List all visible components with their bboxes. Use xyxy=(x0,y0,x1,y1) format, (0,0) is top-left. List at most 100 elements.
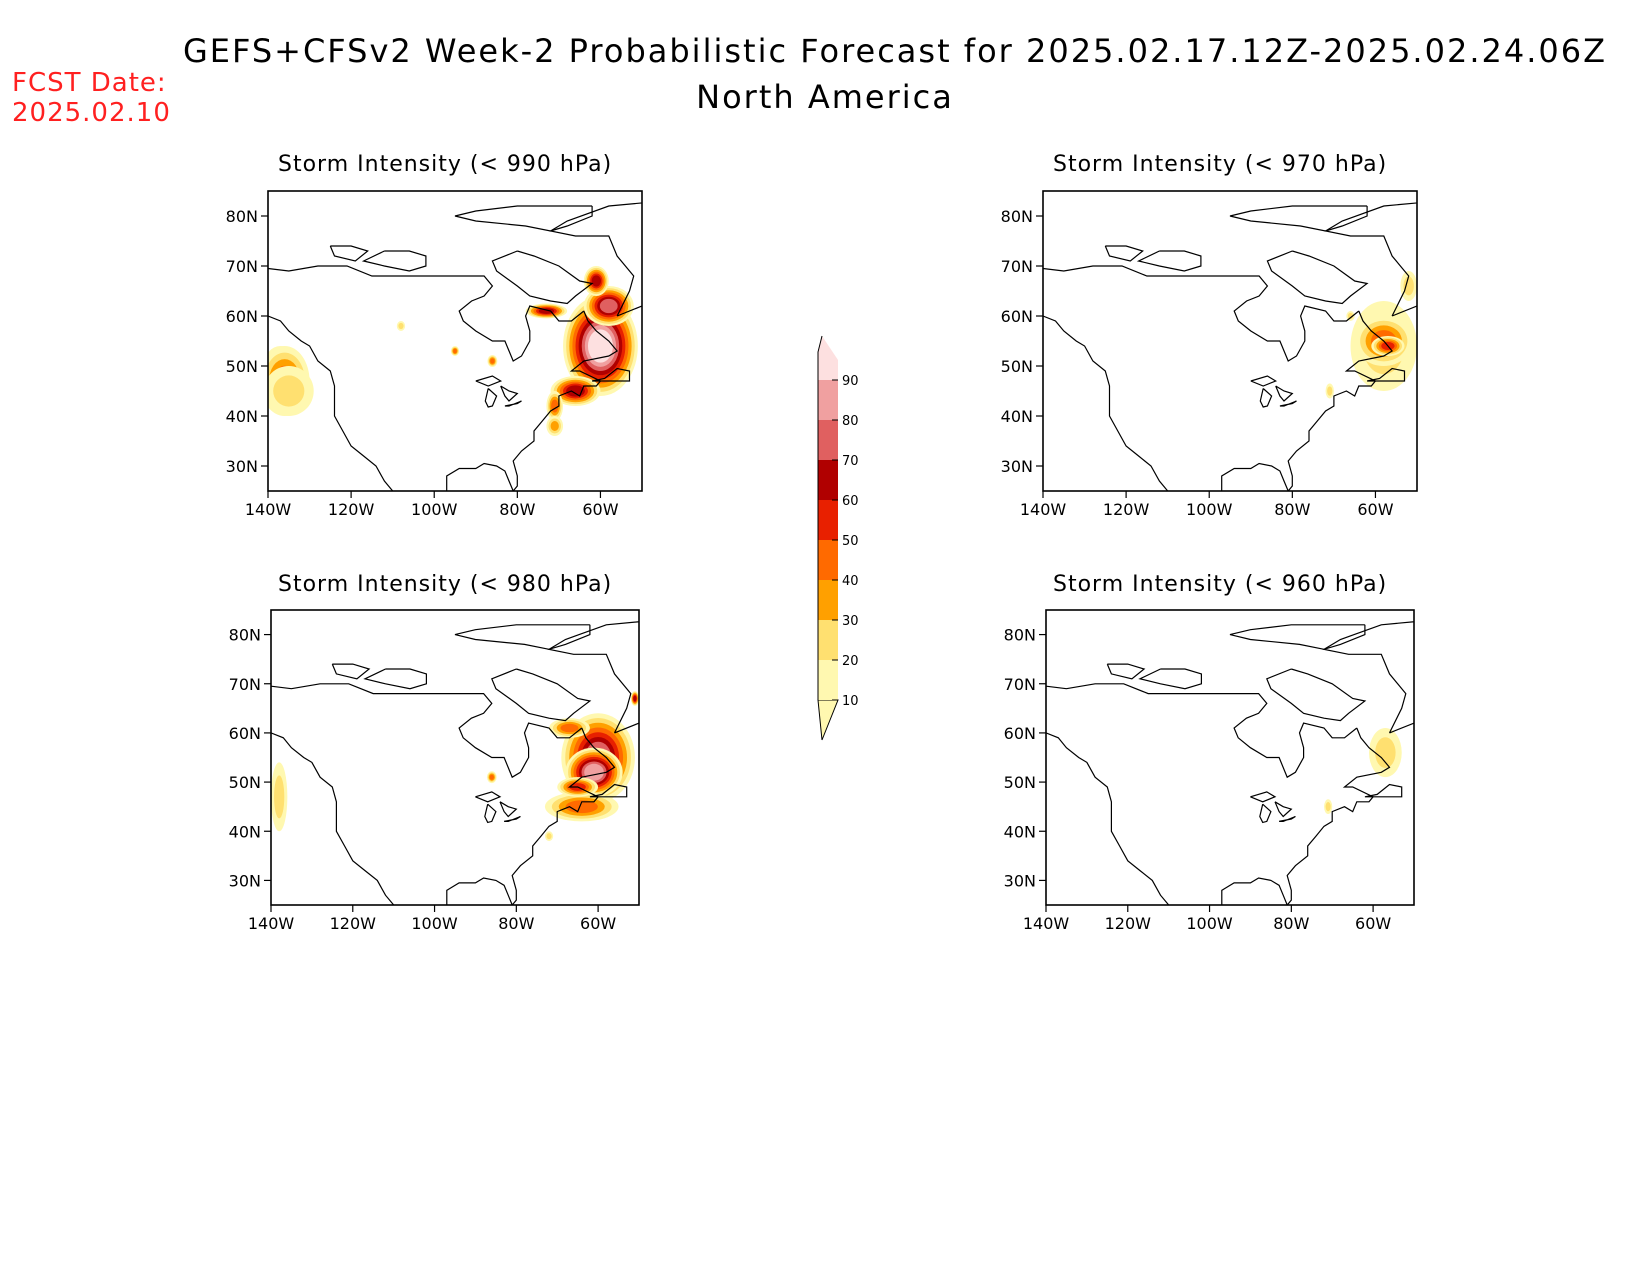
colorbar-tick-label: 10 xyxy=(842,694,859,709)
lat-tick-label: 60N xyxy=(1004,724,1036,743)
lat-tick-label: 30N xyxy=(1001,457,1033,476)
colorbar-tick-label: 80 xyxy=(842,414,859,429)
coastline-7 xyxy=(547,621,639,734)
colorbar-segment xyxy=(818,420,838,460)
coastline-5 xyxy=(363,668,427,690)
probability-area-5-level-5 xyxy=(591,275,601,287)
map-panel-970: 30N 40N 50N 60N 70N 80N 140W 120W 100W 80W 60W xyxy=(1001,190,1418,519)
coastline-1 xyxy=(1221,727,1391,905)
colorbar-tick-label: 20 xyxy=(842,654,859,669)
lat-tick-label: 40N xyxy=(229,822,261,841)
lat-tick-label: 50N xyxy=(229,773,261,792)
coastline-1 xyxy=(446,727,616,905)
coastline-12 xyxy=(591,367,631,382)
probability-area-2-level-1 xyxy=(273,375,305,407)
coastline-4 xyxy=(1266,250,1369,305)
coastline-2 xyxy=(1046,683,1358,779)
colorbar-tick-label: 60 xyxy=(842,494,859,509)
lat-tick-label: 70N xyxy=(229,675,261,694)
lon-tick-label: 60W xyxy=(580,914,616,933)
coastline-8 xyxy=(475,791,502,803)
lat-tick-label: 40N xyxy=(1004,822,1036,841)
colorbar-tick-label: 50 xyxy=(842,534,859,549)
map-panel-990: 30N 40N 50N 60N 70N 80N 140W 120W 100W 80W 60W xyxy=(226,190,643,519)
lat-tick-label: 70N xyxy=(1004,675,1036,694)
colorbar-segment xyxy=(818,660,838,700)
coastline-2 xyxy=(268,265,585,362)
coastline-9 xyxy=(1259,388,1273,408)
probability-area-4-level-6 xyxy=(599,298,618,314)
probability-area-1-level-1 xyxy=(1325,802,1331,812)
coastline-6 xyxy=(1106,663,1146,680)
lon-tick-label: 60W xyxy=(582,500,618,519)
coastline-7 xyxy=(548,202,642,317)
lon-tick-label: 80W xyxy=(499,500,535,519)
fcst-date-value: 2025.02.10 xyxy=(12,98,171,128)
lat-tick-label: 80N xyxy=(229,626,261,645)
coastline-12 xyxy=(1366,367,1406,382)
probability-area-0-level-1 xyxy=(274,775,285,819)
coastline-8 xyxy=(1250,791,1277,803)
coastline-6 xyxy=(329,245,369,262)
probability-colorbar: 10 20 30 40 50 60 70 80 90 xyxy=(817,335,859,741)
coastline-3 xyxy=(1229,624,1366,650)
colorbar-tick-label: 90 xyxy=(842,374,859,389)
lat-tick-label: 60N xyxy=(229,724,261,743)
region-subtitle: North America xyxy=(696,78,954,116)
coastline-7 xyxy=(1322,621,1414,734)
map-layers xyxy=(271,621,639,905)
probability-area-12-level-3 xyxy=(490,358,495,364)
colorbar-tick-label: 30 xyxy=(842,614,859,629)
coastline-2 xyxy=(271,683,583,779)
probability-area-2-level-7 xyxy=(584,763,604,781)
probability-area-3-level-3 xyxy=(560,723,579,733)
coastline-6 xyxy=(1104,245,1144,262)
lat-tick-label: 80N xyxy=(1001,207,1033,226)
lon-tick-label: 100W xyxy=(411,914,458,933)
colorbar-segment xyxy=(818,500,838,540)
map-frame xyxy=(270,609,640,906)
main-title: GEFS+CFSv2 Week-2 Probabilistic Forecast… xyxy=(182,32,1608,70)
fcst-date-caption: FCST Date: xyxy=(12,68,167,98)
coastline-11 xyxy=(504,400,522,407)
lat-tick-label: 40N xyxy=(226,407,258,426)
colorbar-segment xyxy=(818,336,838,380)
lon-tick-label: 120W xyxy=(328,500,375,519)
probability-area-3-level-1 xyxy=(1403,276,1414,296)
coastline-5 xyxy=(361,250,427,272)
colorbar-edge xyxy=(817,335,823,380)
coastline-12 xyxy=(1364,783,1403,798)
lat-tick-label: 50N xyxy=(226,357,258,376)
colorbar-tick-label: 40 xyxy=(842,574,859,589)
map-layers xyxy=(1046,621,1414,905)
colorbar-lower-tip xyxy=(817,699,839,741)
coastline-8 xyxy=(475,375,503,387)
lat-tick-label: 80N xyxy=(1004,626,1036,645)
coastline-10 xyxy=(500,385,519,402)
coastline-0 xyxy=(268,315,394,491)
map-layers xyxy=(268,202,642,491)
coastline-11 xyxy=(1279,400,1297,407)
lon-tick-label: 100W xyxy=(411,500,458,519)
coastline-0 xyxy=(1043,315,1169,491)
coastline-4 xyxy=(491,250,594,305)
probability-area-7-level-3 xyxy=(489,774,494,780)
coastline-3 xyxy=(454,205,593,232)
lat-tick-label: 40N xyxy=(1001,407,1033,426)
colorbar-segment xyxy=(818,620,838,660)
probability-area-0-level-1 xyxy=(1375,737,1396,768)
coastline-4 xyxy=(1266,668,1367,722)
probability-area-5-level-1 xyxy=(1327,386,1333,396)
lon-tick-label: 120W xyxy=(1105,914,1152,933)
coastline-1 xyxy=(446,310,619,491)
colorbar-segment xyxy=(818,380,838,420)
lon-tick-label: 120W xyxy=(1103,500,1150,519)
lat-tick-label: 50N xyxy=(1001,357,1033,376)
lat-tick-label: 60N xyxy=(1001,307,1033,326)
coastline-9 xyxy=(1259,803,1272,824)
lon-tick-label: 140W xyxy=(245,500,292,519)
probability-area-11-level-3 xyxy=(453,348,457,354)
colorbar-tick-label: 70 xyxy=(842,454,859,469)
coastline-11 xyxy=(1278,815,1296,822)
panel-title-970: Storm Intensity (< 970 hPa) xyxy=(1053,152,1388,177)
